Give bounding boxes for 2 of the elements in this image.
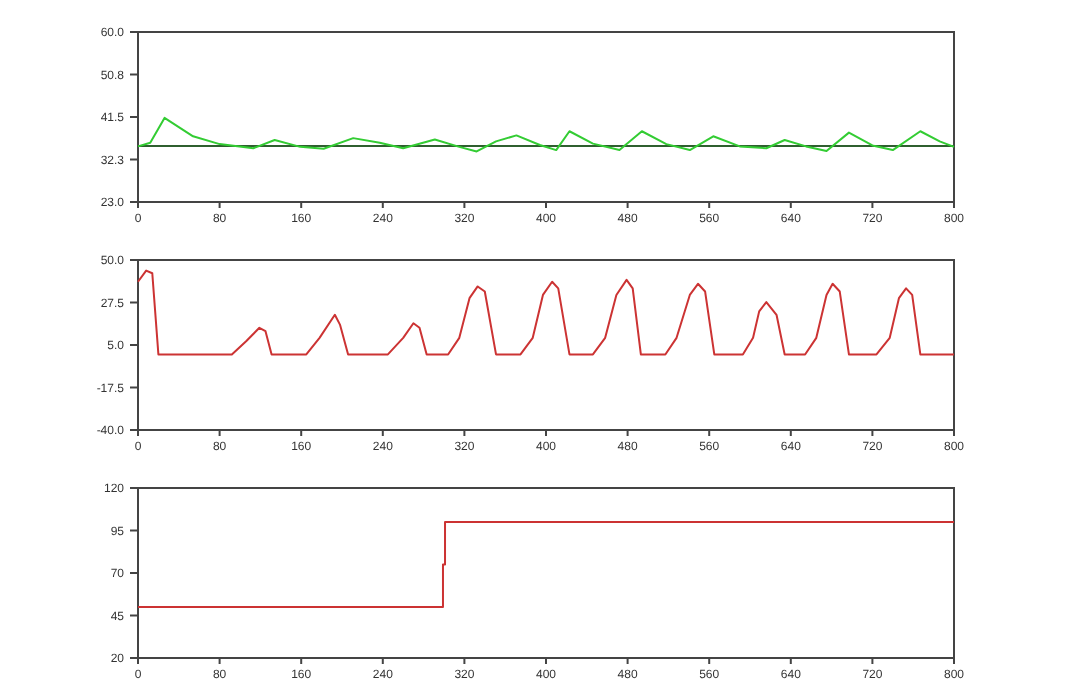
line-series <box>137 269 955 356</box>
line-series <box>137 116 955 153</box>
